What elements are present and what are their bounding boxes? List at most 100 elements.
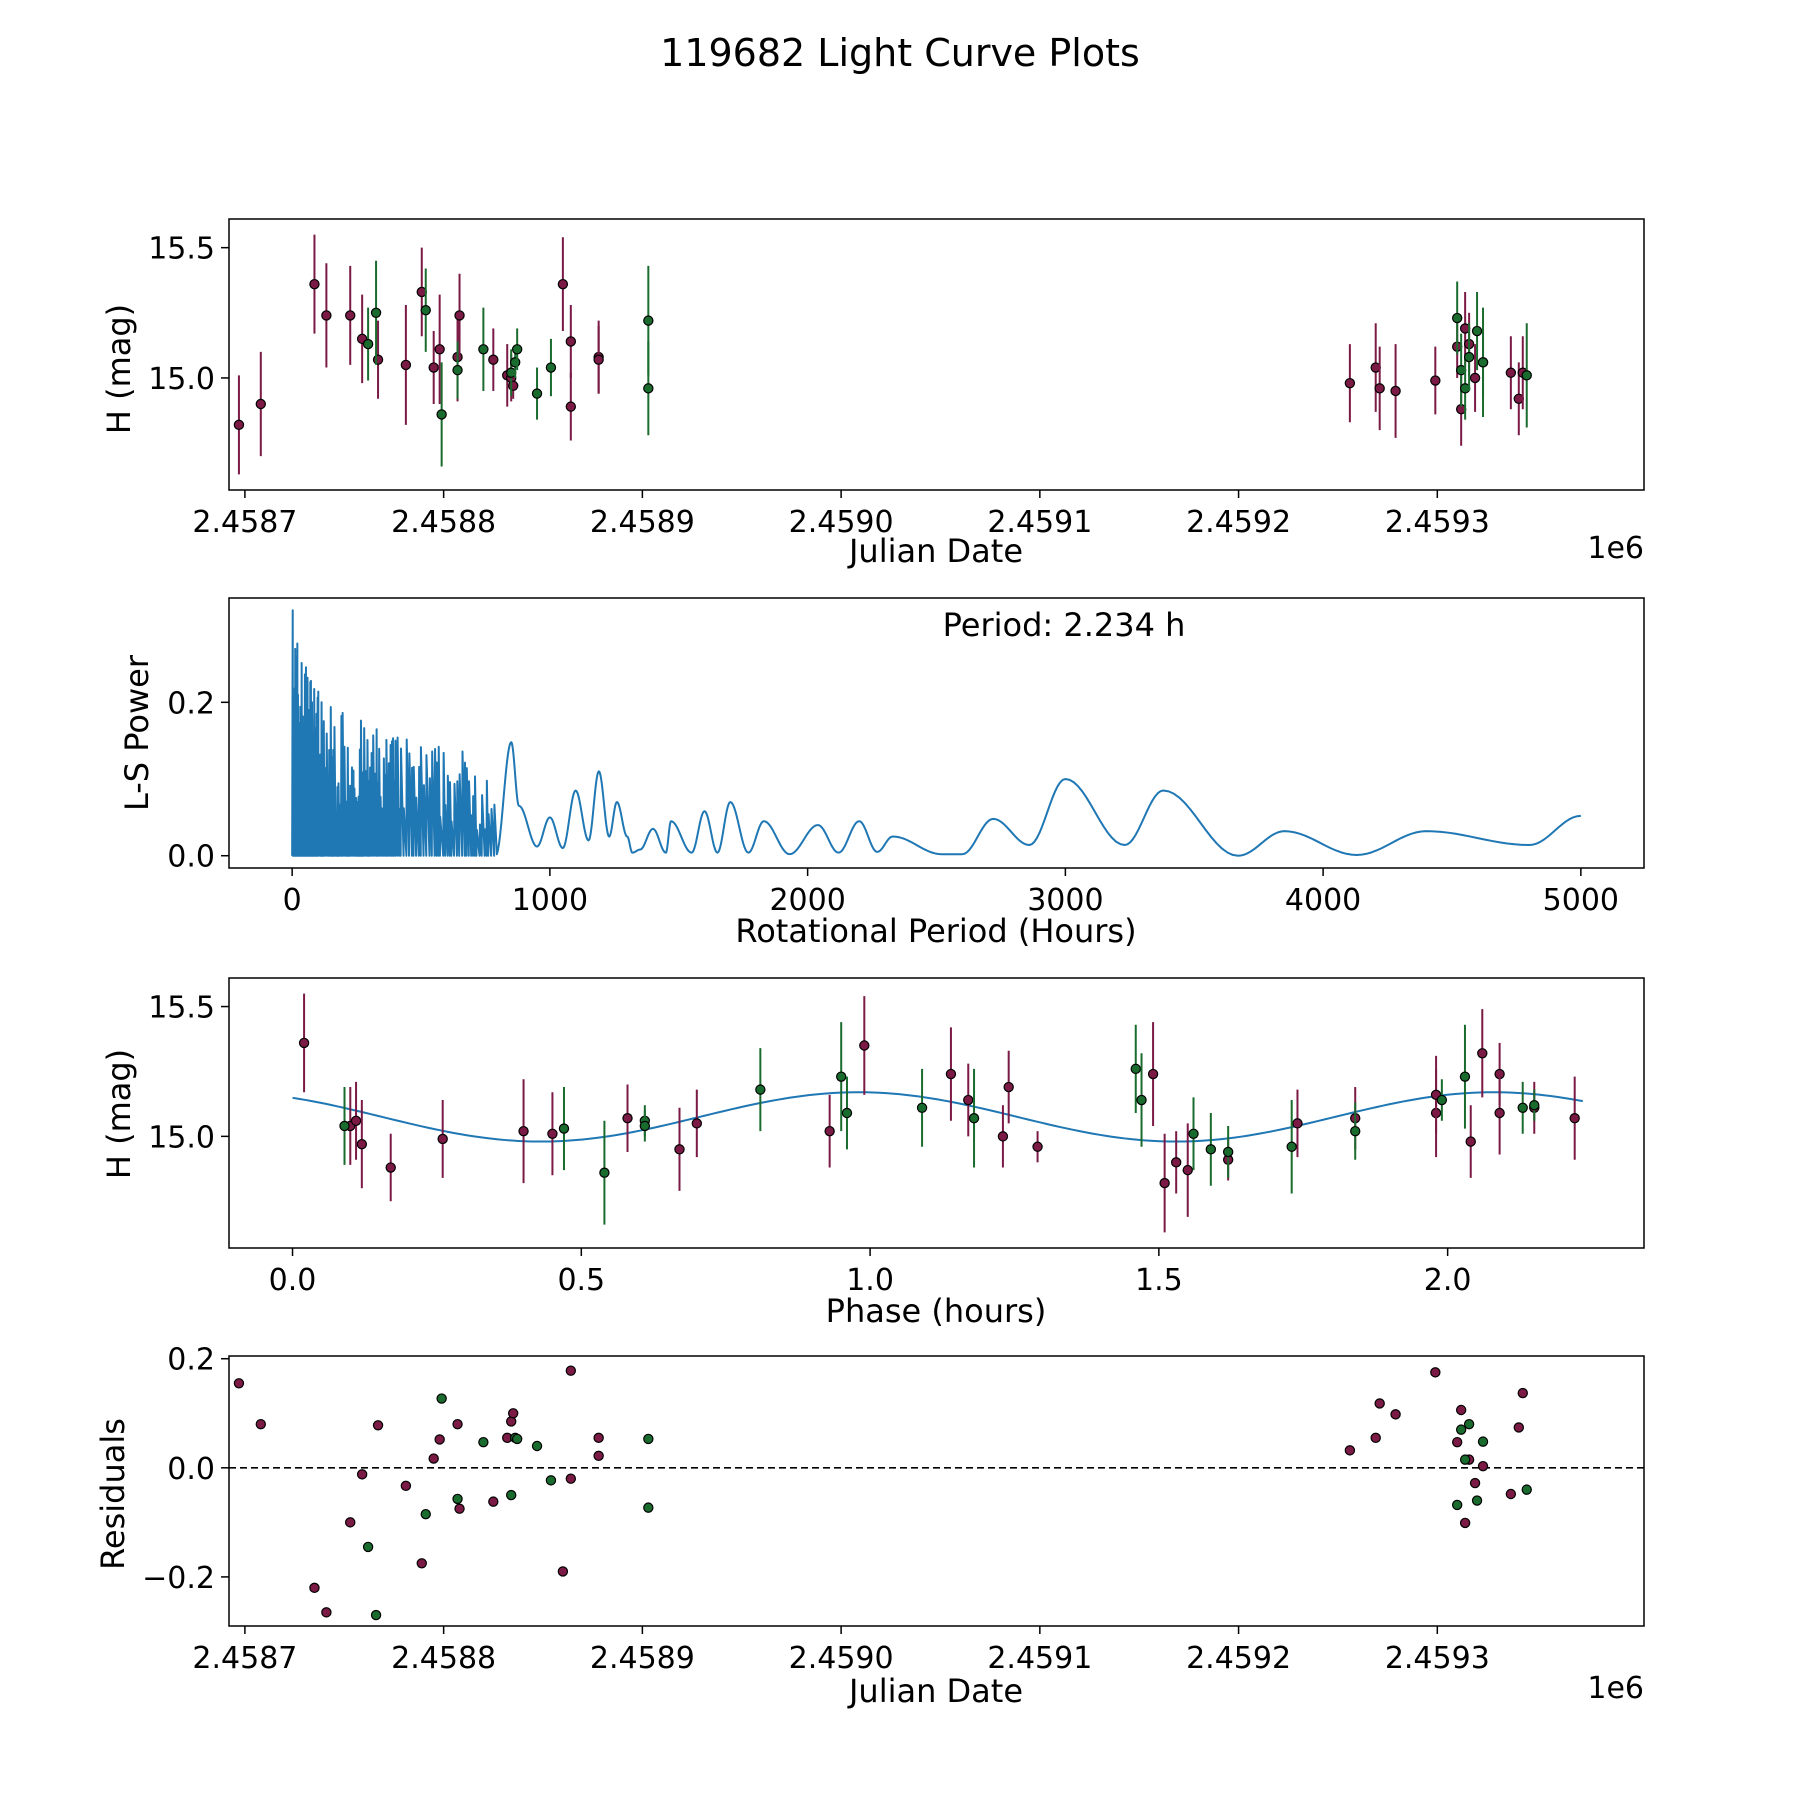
residuals-point-maroon [1430, 1367, 1441, 1378]
phased-point-maroon [1182, 1164, 1193, 1176]
lightcurve-x-tick-label: 2.4587 [192, 505, 297, 540]
residuals-xlabel: Julian Date [847, 1672, 1023, 1710]
phased-point-green [968, 1112, 980, 1124]
lightcurve-point-maroon [428, 362, 439, 373]
phased-point-maroon [824, 1125, 835, 1137]
residuals-x-tick-label: 2.4587 [192, 1641, 297, 1676]
residuals-point-maroon [1390, 1409, 1401, 1420]
lightcurve-point-maroon [565, 401, 577, 412]
lightcurve-point-green [531, 388, 543, 399]
lightcurve-plot-area: 2.4587 2.4588 2.4589 2.4590 2.4591 2.4592 2.45… [148, 218, 1645, 540]
periodogram-x-tick-label: 1000 [512, 883, 588, 918]
phased-x-tick-label: 1.0 [846, 1263, 894, 1298]
phased-point-maroon [622, 1112, 633, 1124]
periodogram-x-tick-label: 4000 [1285, 883, 1361, 918]
residuals-point-green [1471, 1495, 1483, 1506]
phased-point-maroon [1159, 1177, 1170, 1189]
phased-point-maroon [1292, 1118, 1303, 1129]
lightcurve-point-maroon [565, 336, 577, 347]
figure-title: 119682 Light Curve Plots [660, 31, 1140, 75]
lightcurve-point-maroon [233, 419, 245, 431]
phased-point-green [1188, 1128, 1199, 1139]
lightcurve-x-tick-label: 2.4593 [1385, 505, 1490, 540]
phased-point-green [1130, 1063, 1141, 1075]
residuals-plot-area: 2.4587 2.4588 2.4589 2.4590 2.4591 2.4592 2.45… [142, 1343, 1645, 1676]
residuals-point-maroon [400, 1480, 412, 1492]
lightcurve-point-green [1477, 357, 1489, 368]
residuals-point-green [511, 1433, 523, 1445]
periodogram-xlabel: Rotational Period (Hours) [735, 912, 1136, 950]
residuals-point-green [545, 1475, 557, 1486]
residuals-point-maroon [593, 1450, 604, 1462]
phased-point-maroon [437, 1133, 448, 1145]
phased-point-green [558, 1123, 570, 1134]
lightcurve-point-green [643, 383, 654, 394]
residuals-point-maroon [416, 1558, 427, 1569]
lightcurve-point-maroon [1390, 385, 1401, 397]
phased-xlabel: Phase (hours) [826, 1292, 1047, 1330]
lightcurve-point-green [420, 305, 431, 316]
phased-model-curve [292, 1091, 1583, 1143]
phased-point-maroon [518, 1125, 529, 1137]
residuals-point-maroon [356, 1469, 368, 1480]
residuals-point-maroon [345, 1517, 356, 1528]
lightcurve-point-maroon [372, 354, 384, 365]
phased-panel: 0.0 0.5 1.0 1.5 2.0 15.0 15.5 Phase (hours) H … [100, 977, 1645, 1330]
phased-point-maroon [350, 1115, 362, 1126]
lightcurve-point-maroon [488, 354, 499, 365]
phased-y-tick-label: 15.5 [148, 991, 215, 1026]
phased-point-green [1350, 1125, 1361, 1137]
residuals-point-green [362, 1541, 374, 1553]
residuals-point-green [1451, 1499, 1463, 1511]
lightcurve-point-maroon [309, 278, 320, 290]
lightcurve-point-green [1521, 370, 1532, 381]
residuals-offset-label: 1e6 [1587, 1671, 1644, 1706]
lightcurve-point-maroon [557, 278, 569, 290]
phased-point-green [1436, 1094, 1448, 1106]
residuals-point-green [452, 1493, 463, 1505]
phased-point-maroon [691, 1118, 703, 1129]
residuals-point-maroon [321, 1607, 332, 1618]
lightcurve-y-tick-label: 15.0 [148, 362, 215, 397]
residuals-point-green [1455, 1424, 1467, 1435]
lightcurve-point-green [545, 362, 557, 373]
residuals-point-green [506, 1489, 517, 1501]
residuals-point-green [436, 1393, 447, 1404]
residuals-point-maroon [507, 1408, 519, 1419]
residuals-point-maroon [565, 1473, 577, 1484]
periodogram-x-tick-label: 5000 [1543, 883, 1619, 918]
lightcurve-point-maroon [434, 344, 445, 355]
residuals-point-green [643, 1433, 654, 1445]
lightcurve-panel: 2.4587 2.4588 2.4589 2.4590 2.4591 2.4592 2.45… [100, 218, 1645, 570]
residuals-point-maroon [1513, 1422, 1524, 1433]
residuals-point-maroon [557, 1566, 569, 1577]
lightcurve-point-green [1471, 325, 1483, 337]
lightcurve-point-maroon [1374, 383, 1385, 394]
lightcurve-point-maroon [507, 380, 519, 391]
periodogram-frame [228, 597, 1645, 869]
lightcurve-x-tick-label: 2.4589 [590, 505, 695, 540]
lightcurve-point-green [362, 338, 374, 350]
phased-x-tick-label: 1.5 [1135, 1263, 1183, 1298]
phased-point-green [1286, 1141, 1297, 1152]
phased-point-maroon [997, 1131, 1009, 1142]
residuals-x-tick-label: 2.4592 [1186, 1641, 1291, 1676]
phased-point-maroon [945, 1068, 957, 1080]
phased-point-maroon [547, 1128, 558, 1139]
lightcurve-xlabel: Julian Date [847, 532, 1023, 570]
phased-point-green [1529, 1100, 1540, 1111]
phased-point-green [1222, 1146, 1234, 1158]
phased-point-maroon [298, 1037, 310, 1049]
phased-ylabel: H (mag) [100, 1049, 138, 1179]
residuals-point-maroon [1374, 1398, 1385, 1409]
lightcurve-x-tick-label: 2.4591 [987, 505, 1092, 540]
lightcurve-point-green [370, 307, 382, 319]
periodogram-y-tick-label: 0.2 [167, 686, 215, 721]
phased-point-maroon [1032, 1141, 1043, 1152]
lightcurve-offset-label: 1e6 [1587, 531, 1644, 566]
phased-point-maroon [1147, 1068, 1159, 1080]
periodogram-plot-area: 0 1000 2000 3000 4000 5000 0.0 0.2 [167, 597, 1645, 918]
phased-point-maroon [1465, 1136, 1476, 1147]
